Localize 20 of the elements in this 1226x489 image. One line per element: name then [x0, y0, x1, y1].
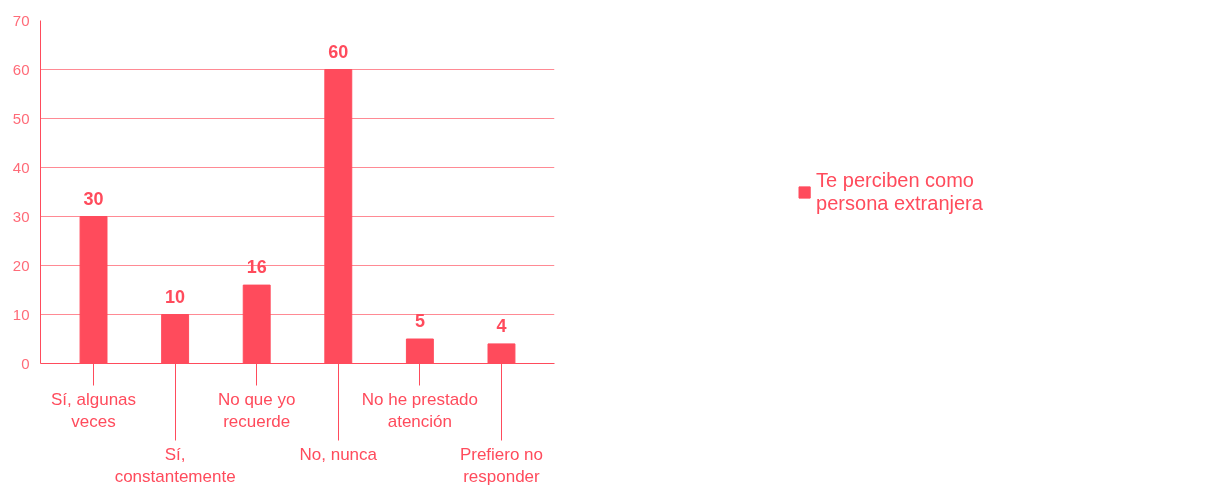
y-tick-label: 30	[12, 207, 30, 225]
data-label: 60	[328, 41, 349, 62]
y-tick-label: 60	[12, 60, 30, 78]
y-tick-label: 50	[12, 109, 30, 127]
x-tick-label: Sí, constantemente	[114, 444, 236, 487]
y-tick-label: 40	[12, 158, 30, 176]
x-tick-label: Prefiero no responder	[459, 444, 544, 487]
y-tick-label: 70	[12, 11, 30, 29]
y-tick-label: 0	[21, 354, 30, 372]
y-tick-label: 10	[12, 305, 30, 323]
x-tick-label: Sí, algunas veces	[51, 389, 137, 432]
data-label: 4	[496, 315, 507, 336]
y-tick-label: 20	[12, 256, 30, 274]
x-tick-label: No que yo recuerde	[217, 389, 296, 432]
data-label: 30	[83, 188, 104, 209]
data-label: 10	[165, 286, 186, 307]
legend-label: Te perciben como persona extranjera	[816, 168, 983, 215]
x-tick-label: No he prestado atención	[361, 389, 479, 432]
x-tick-label: No, nunca	[299, 444, 378, 464]
data-label: 5	[414, 311, 425, 331]
